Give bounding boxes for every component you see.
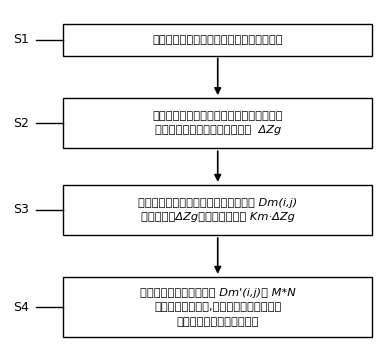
- Text: 样品深度方向的图形失真。: 样品深度方向的图形失真。: [176, 317, 259, 327]
- Text: S4: S4: [13, 301, 29, 314]
- Text: 对原始三维干涉信号中的深度信息数据 Dm(i,j): 对原始三维干涉信号中的深度信息数据 Dm(i,j): [138, 198, 297, 208]
- Text: 采集包含样品深度信息的原始三维干涉信号: 采集包含样品深度信息的原始三维干涉信号: [152, 35, 283, 45]
- Bar: [63, 24, 372, 56]
- Text: S2: S2: [13, 117, 29, 130]
- Text: 次快速傅里叶变换,重构样品三维图后消除: 次快速傅里叶变换,重构样品三维图后消除: [154, 302, 282, 312]
- Text: S1: S1: [13, 33, 29, 46]
- Bar: [63, 98, 372, 149]
- Bar: [63, 185, 372, 235]
- Text: 计算扫描机构的出射光矢量，测算出扫描机: 计算扫描机构的出射光矢量，测算出扫描机: [152, 111, 283, 121]
- Text: 构在不同扫描角度存在的光程差  ΔZg: 构在不同扫描角度存在的光程差 ΔZg: [155, 126, 281, 135]
- Bar: [63, 277, 372, 337]
- Text: S3: S3: [13, 203, 29, 217]
- Text: 补偿光程差ΔZg所带来的相位差 Km·ΔZg: 补偿光程差ΔZg所带来的相位差 Km·ΔZg: [141, 212, 295, 222]
- Text: 对补偿后的深度信息数据 Dm'(i,j)做 M*N: 对补偿后的深度信息数据 Dm'(i,j)做 M*N: [140, 288, 296, 297]
